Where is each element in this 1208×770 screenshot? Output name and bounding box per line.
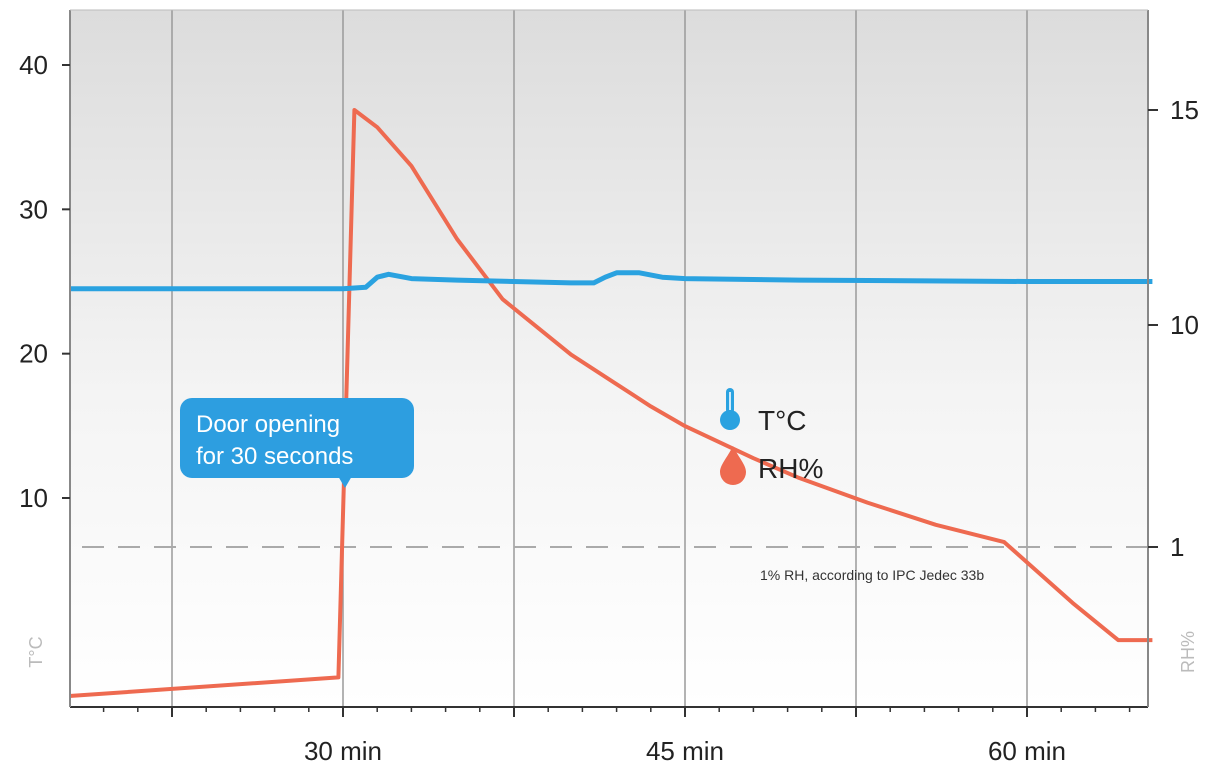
right-y-tick-label: 1 [1170, 532, 1184, 562]
threshold-note: 1% RH, according to IPC Jedec 33b [760, 567, 984, 583]
x-axis-tick-labels: 30 min 45 min 60 min [304, 736, 1066, 766]
plot-frame [69, 9, 1149, 707]
temperature-series-line [69, 270, 1153, 292]
grid-lines [171, 10, 1028, 717]
legend: T°C RH% [720, 388, 823, 485]
x-tick-label: 60 min [988, 736, 1066, 766]
left-y-tick-label: 10 [19, 483, 48, 513]
droplet-icon [720, 446, 746, 485]
left-axis-title: T°C [26, 636, 46, 667]
left-y-tick-label: 40 [19, 50, 48, 80]
right-y-axis-ticks: 1 10 15 [1148, 95, 1199, 562]
plot-area [70, 10, 1148, 707]
callout-line-1: Door opening [196, 411, 340, 438]
thermometer-icon [720, 388, 740, 430]
right-y-tick-label: 10 [1170, 310, 1199, 340]
left-y-tick-label: 30 [19, 194, 48, 224]
x-tick-label: 45 min [646, 736, 724, 766]
right-y-tick-label: 15 [1170, 95, 1199, 125]
x-minor-ticks [102, 707, 1131, 712]
left-y-tick-label: 20 [19, 339, 48, 369]
right-axis-title: RH% [1178, 631, 1198, 673]
door-opening-callout: Door opening for 30 seconds [180, 398, 414, 488]
left-y-axis-ticks: 10 20 30 40 [19, 50, 70, 513]
legend-label-humidity: RH% [758, 453, 823, 484]
legend-label-temperature: T°C [758, 405, 807, 436]
x-tick-label: 30 min [304, 736, 382, 766]
rh-series-line [69, 108, 1153, 698]
callout-line-2: for 30 seconds [196, 443, 353, 470]
